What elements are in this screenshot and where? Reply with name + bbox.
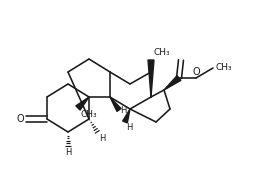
Text: H: H — [65, 148, 71, 157]
Text: O: O — [16, 114, 24, 124]
Polygon shape — [123, 109, 130, 123]
Text: H: H — [99, 134, 105, 143]
Text: H: H — [126, 123, 132, 132]
Text: O: O — [192, 67, 200, 77]
Text: CH₃: CH₃ — [215, 62, 232, 71]
Polygon shape — [110, 97, 121, 111]
Text: H: H — [120, 105, 126, 114]
Polygon shape — [148, 60, 154, 97]
Polygon shape — [164, 76, 181, 90]
Text: CH₃: CH₃ — [80, 110, 97, 119]
Polygon shape — [76, 97, 89, 110]
Text: CH₃: CH₃ — [153, 48, 170, 57]
